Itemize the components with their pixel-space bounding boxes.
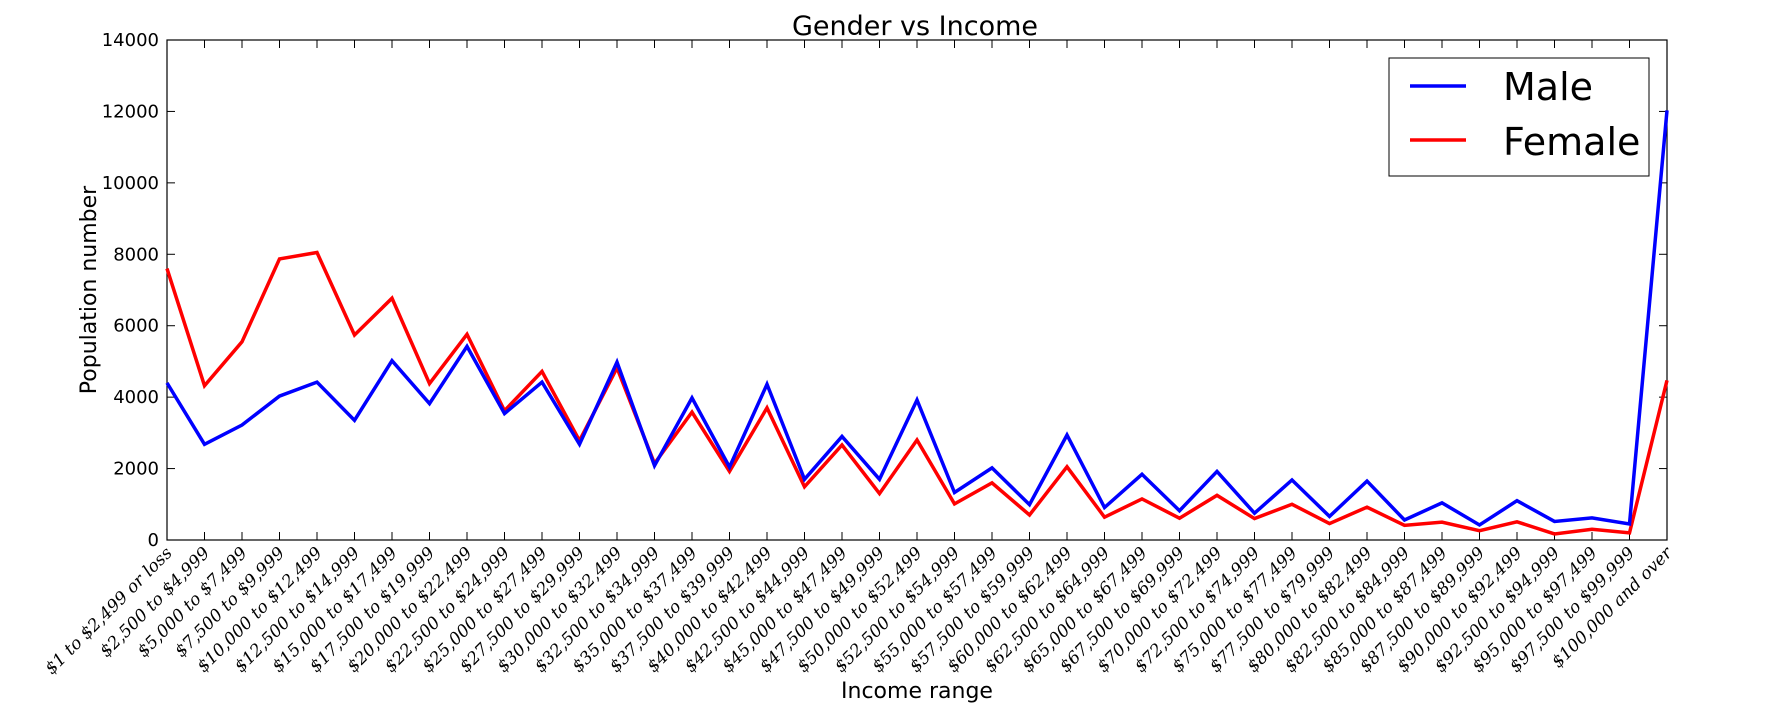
y-axis: 0 2000 4000 6000 8000 10000 12000 14000 <box>102 30 1667 551</box>
y-axis-label: Population number <box>77 185 102 394</box>
x-axis: $1 to $2,499 or loss$2,500 to $4,999$5,0… <box>41 40 1677 679</box>
legend-box <box>1388 57 1650 177</box>
y-tick-label: 6000 <box>113 316 159 337</box>
y-tick-label: 2000 <box>113 459 159 480</box>
x-axis-label: Income range <box>841 679 993 704</box>
y-tick-label: 8000 <box>113 244 159 265</box>
y-tick-label: 14000 <box>102 30 159 51</box>
legend-female-label: Female <box>1503 120 1640 164</box>
legend: Male Female <box>1388 57 1650 177</box>
legend-male-label: Male <box>1503 65 1593 109</box>
y-tick-label: 12000 <box>102 101 159 122</box>
y-tick-label: 0 <box>148 530 159 551</box>
series-lines <box>165 110 1669 536</box>
chart-title: Gender vs Income <box>792 11 1038 42</box>
y-tick-label: 4000 <box>113 387 159 408</box>
series-line-male <box>165 110 1669 528</box>
series-line-female <box>165 250 1669 536</box>
y-tick-label: 10000 <box>102 173 159 194</box>
